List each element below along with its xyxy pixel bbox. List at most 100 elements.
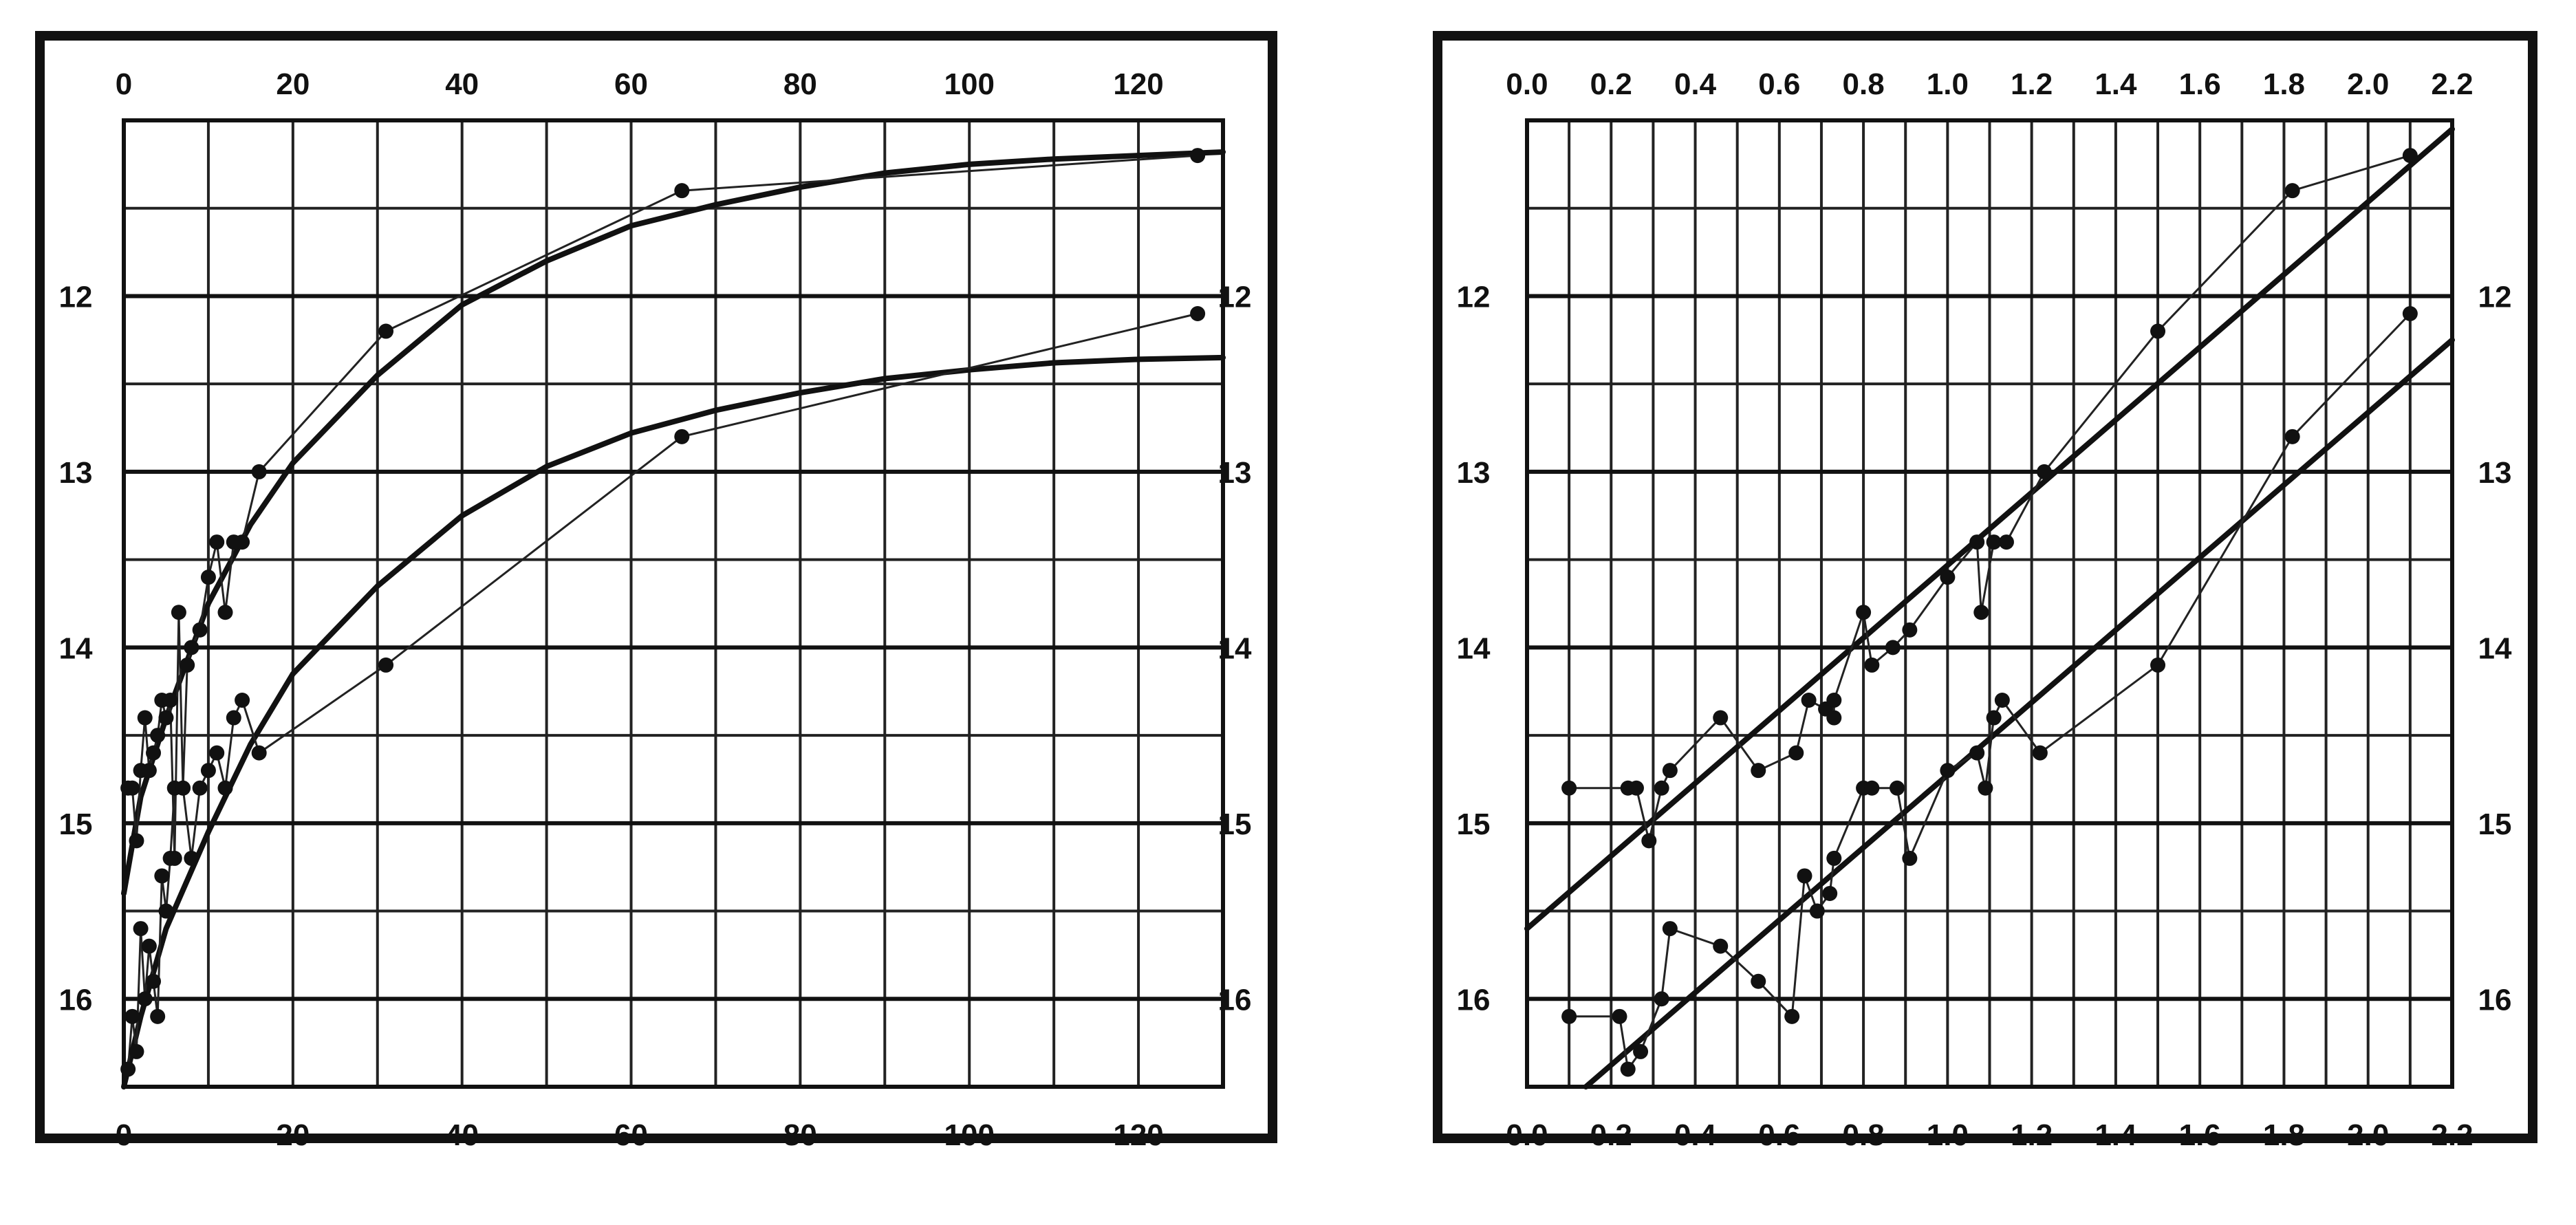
data-point <box>1809 903 1825 919</box>
y-tick-label-left: 16 <box>1457 983 1491 1017</box>
data-point <box>171 605 186 620</box>
x-tick-label-top: 1.0 <box>1927 67 1969 101</box>
data-point <box>129 833 144 849</box>
data-point <box>133 921 149 937</box>
x-tick-label-top: 0.4 <box>1674 67 1717 101</box>
data-point <box>235 534 250 550</box>
x-tick-label-top: 60 <box>614 67 648 101</box>
data-point <box>1751 973 1766 989</box>
data-point <box>1856 605 1872 620</box>
y-tick-label-right: 12 <box>2478 280 2512 314</box>
data-point <box>1751 763 1766 779</box>
y-tick-label-right: 15 <box>2478 807 2512 841</box>
x-tick-label-top: 1.6 <box>2179 67 2221 101</box>
x-tick-label-top: 20 <box>276 67 310 101</box>
x-tick-label-bottom: 60 <box>614 1118 648 1152</box>
data-point <box>137 710 153 726</box>
data-point <box>1969 745 1985 761</box>
x-tick-label-bottom: 40 <box>445 1118 479 1152</box>
data-point <box>1978 780 1993 796</box>
data-point <box>1713 938 1729 954</box>
y-tick-label-left: 12 <box>59 280 93 314</box>
y-tick-label-left: 15 <box>59 807 93 841</box>
y-tick-label-right: 13 <box>1218 456 1252 490</box>
data-point <box>2402 148 2418 164</box>
x-tick-label-bottom: 0 <box>116 1118 132 1152</box>
data-point <box>1654 991 1669 1007</box>
data-point <box>2402 306 2418 321</box>
x-tick-label-bottom: 1.0 <box>1927 1118 1969 1152</box>
trend-curve-1 <box>121 149 1226 896</box>
data-point <box>217 780 233 796</box>
data-point <box>674 183 690 199</box>
data-point <box>1969 534 1985 550</box>
x-tick-label-top: 0.8 <box>1843 67 1885 101</box>
data-point <box>146 745 162 761</box>
data-point <box>1628 780 1644 796</box>
data-point <box>141 938 157 954</box>
data-point <box>209 745 225 761</box>
data-point <box>180 657 195 673</box>
data-point <box>1973 605 1989 620</box>
data-point <box>1826 693 1842 708</box>
x-tick-label-top: 1.8 <box>2263 67 2305 101</box>
data-point <box>1801 693 1817 708</box>
data-point <box>1612 1008 1627 1024</box>
x-tick-label-bottom: 2.2 <box>2431 1118 2473 1152</box>
x-tick-label-top: 0.2 <box>1590 67 1632 101</box>
data-point <box>1864 780 1880 796</box>
data-point <box>1890 780 1905 796</box>
x-tick-label-bottom: 0.8 <box>1843 1118 1885 1152</box>
x-tick-label-top: 1.2 <box>2011 67 2053 101</box>
data-point <box>1902 850 1918 866</box>
x-tick-label-bottom: 20 <box>276 1118 310 1152</box>
data-point <box>2150 323 2166 339</box>
x-tick-label-bottom: 80 <box>783 1118 817 1152</box>
plot-border <box>1525 118 2454 1089</box>
data-point <box>1797 868 1812 884</box>
x-tick-label-top: 2.2 <box>2431 67 2473 101</box>
data-point <box>1940 570 1956 585</box>
data-point <box>150 1008 166 1024</box>
x-tick-label-top: 2.0 <box>2347 67 2389 101</box>
data-point <box>251 745 267 761</box>
x-tick-label-top: 0.0 <box>1506 67 1548 101</box>
data-point <box>1654 780 1669 796</box>
plot-border <box>122 118 1225 1089</box>
y-tick-label-left: 16 <box>59 983 93 1017</box>
data-point <box>162 693 178 708</box>
data-point <box>2284 429 2300 444</box>
data-point <box>1826 850 1842 866</box>
data-point <box>184 640 199 655</box>
data-point <box>146 973 162 989</box>
y-tick-label-left: 14 <box>59 631 93 665</box>
data-point <box>162 850 178 866</box>
data-point <box>1885 640 1901 655</box>
data-point <box>141 763 157 779</box>
y-tick-label-left: 14 <box>1457 631 1491 665</box>
trend-curve-2 <box>1583 337 2455 1090</box>
x-tick-label-top: 80 <box>783 67 817 101</box>
x-tick-label-bottom: 0.4 <box>1674 1118 1717 1152</box>
x-tick-label-bottom: 1.6 <box>2179 1118 2221 1152</box>
y-tick-label-right: 13 <box>2478 456 2512 490</box>
data-point <box>1994 693 2010 708</box>
data-point <box>1986 534 2002 550</box>
data-point <box>1822 886 1838 901</box>
y-tick-label-right: 15 <box>1218 807 1252 841</box>
data-point <box>192 780 208 796</box>
y-tick-label-left: 13 <box>1457 456 1491 490</box>
y-tick-label-left: 13 <box>59 456 93 490</box>
data-line-1 <box>128 154 1198 858</box>
x-tick-label-top: 1.4 <box>2095 67 2137 101</box>
data-point <box>158 903 174 919</box>
right-chart-panel: 0.0 0.0 0.2 0.2 0.4 0.4 0.6 0.6 0.8 0.8 1.0 1.0 1.2 1… <box>1433 31 2537 1152</box>
y-tick-label-left: 12 <box>1457 280 1491 314</box>
x-tick-label-bottom: 0.6 <box>1758 1118 1800 1152</box>
data-point <box>1998 534 2014 550</box>
data-point <box>1902 622 1918 638</box>
left-chart-panel: 0 0 20 20 40 40 60 60 80 80 100 100 120 120 12 12 13 13 14… <box>35 31 1277 1152</box>
data-point <box>200 570 216 585</box>
chart-frame <box>35 31 1277 1143</box>
